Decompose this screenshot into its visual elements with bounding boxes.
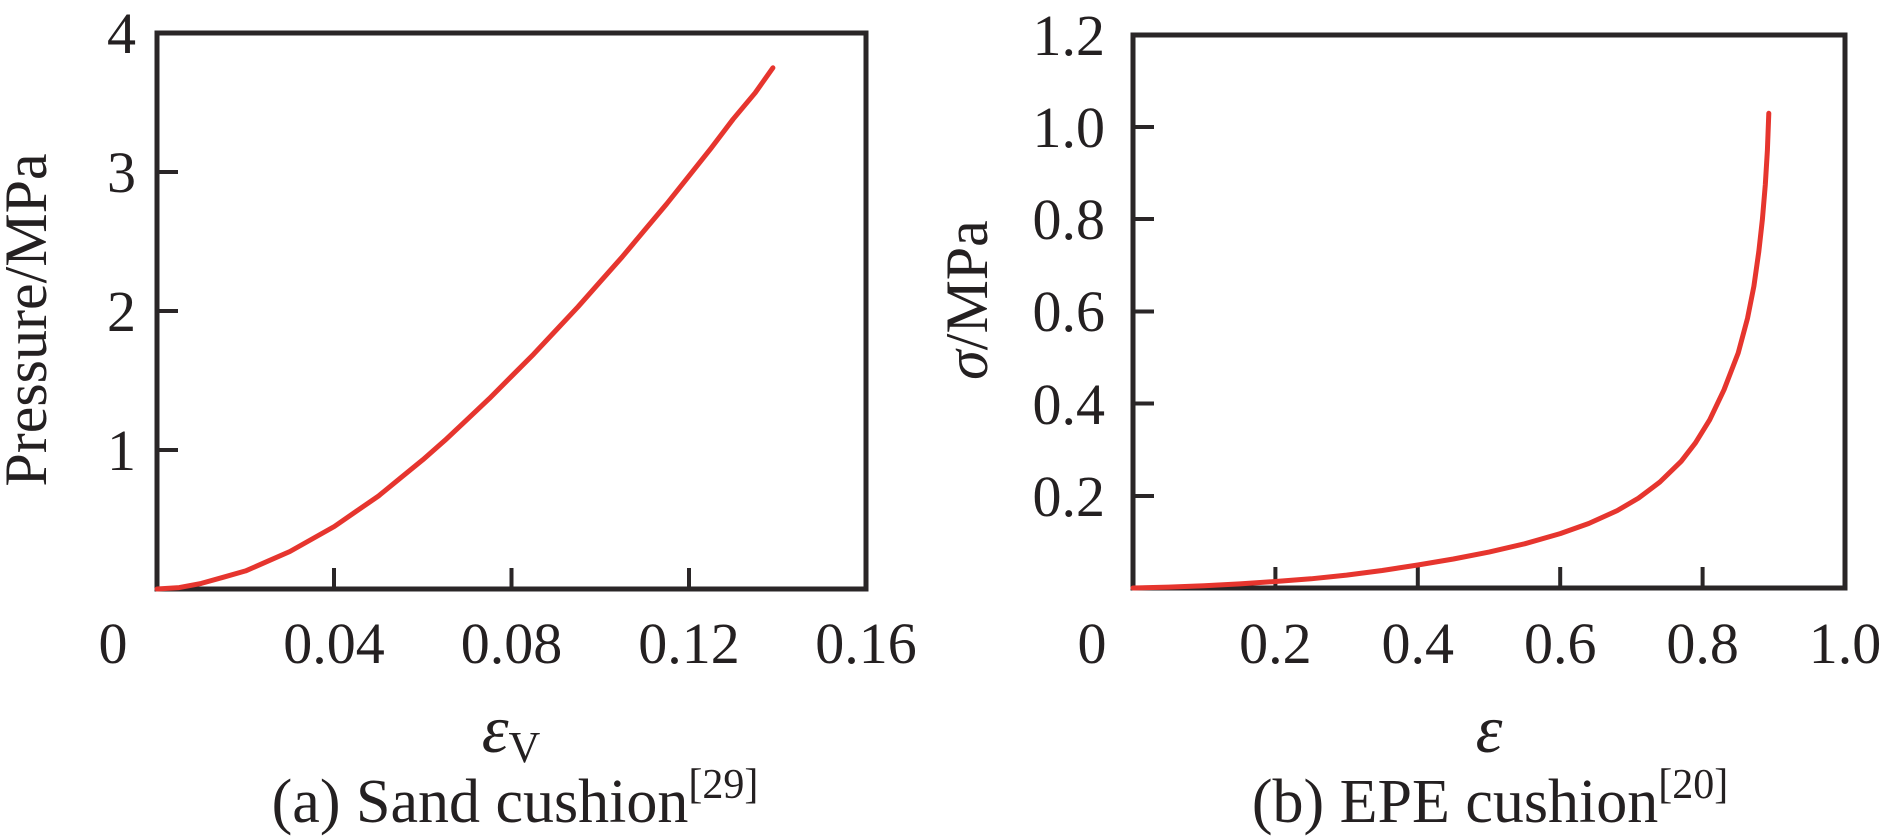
x-tick-label: 0.6	[1524, 611, 1597, 676]
x-tick-label: 0	[99, 611, 128, 676]
y-axis-unit: /MPa	[945, 220, 1000, 350]
epe-cushion-curve	[1130, 110, 1772, 591]
x-tick-labels: 0 0.2 0.4 0.6 0.8 1.0	[1078, 611, 1882, 676]
x-tick-label: 0	[1078, 611, 1107, 676]
x-tick-label: 0.4	[1382, 611, 1455, 676]
x-tick-marks	[1273, 567, 1705, 588]
y-tick-labels: 1.2 1.0 0.8 0.6 0.4 0.2	[1033, 3, 1106, 529]
sand-cushion-curve	[154, 65, 776, 592]
x-tick-label: 0.2	[1239, 611, 1312, 676]
x-tick-labels: 0 0.04 0.08 0.12 0.16	[99, 611, 917, 676]
epsilon-symbol: ε	[1476, 691, 1503, 767]
caption-reference: [20]	[1658, 762, 1728, 808]
chart-b-caption: (b) EPE cushion[20]	[1252, 762, 1728, 836]
caption-reference: [29]	[688, 762, 758, 808]
y-tick-label: 1	[107, 418, 136, 483]
x-tick-label: 0.8	[1666, 611, 1739, 676]
y-tick-label: 0.6	[1033, 279, 1106, 344]
x-tick-label: 0.08	[461, 611, 563, 676]
epsilon-subscript: V	[509, 723, 541, 772]
sigma-symbol: σ	[945, 348, 1000, 380]
y-tick-marks	[157, 170, 178, 452]
chart-a-caption: (a) Sand cushion[29]	[272, 762, 759, 836]
y-tick-labels: 4 3 2 1	[107, 1, 136, 483]
chart-b-epe-cushion: 1.2 1.0 0.8 0.6 0.4 0.2 0 0.2 0.4 0.6 0.…	[945, 3, 1882, 836]
y-tick-label: 0.4	[1033, 372, 1106, 437]
x-tick-label: 0.16	[815, 611, 917, 676]
x-axis-label: ε	[1476, 691, 1503, 767]
y-tick-marks	[1133, 125, 1154, 498]
plot-frame	[154, 30, 869, 592]
y-tick-label: 0.8	[1033, 187, 1106, 252]
x-tick-label: 1.0	[1809, 611, 1882, 676]
y-tick-label: 1.0	[1033, 95, 1106, 160]
x-tick-label: 0.04	[283, 611, 385, 676]
y-tick-label: 0.2	[1033, 464, 1106, 529]
x-tick-label: 0.12	[638, 611, 740, 676]
x-axis-label: εV	[482, 691, 541, 772]
plot-frame	[1130, 32, 1848, 591]
y-tick-label: 3	[107, 140, 136, 205]
y-axis-label: Pressure/MPa	[0, 153, 59, 486]
caption-text: (a) Sand cushion	[272, 768, 689, 836]
y-tick-label: 4	[107, 1, 136, 66]
y-tick-label: 1.2	[1033, 3, 1106, 68]
epsilon-symbol: ε	[482, 691, 509, 767]
x-tick-marks	[332, 568, 691, 589]
y-tick-label: 2	[107, 279, 136, 344]
y-axis-label: σ/MPa	[945, 220, 1000, 380]
chart-a-sand-cushion: 4 3 2 1 0 0.04 0.08 0.12 0.16 Pressure/M…	[0, 1, 917, 836]
caption-text: (b) EPE cushion	[1252, 768, 1658, 836]
